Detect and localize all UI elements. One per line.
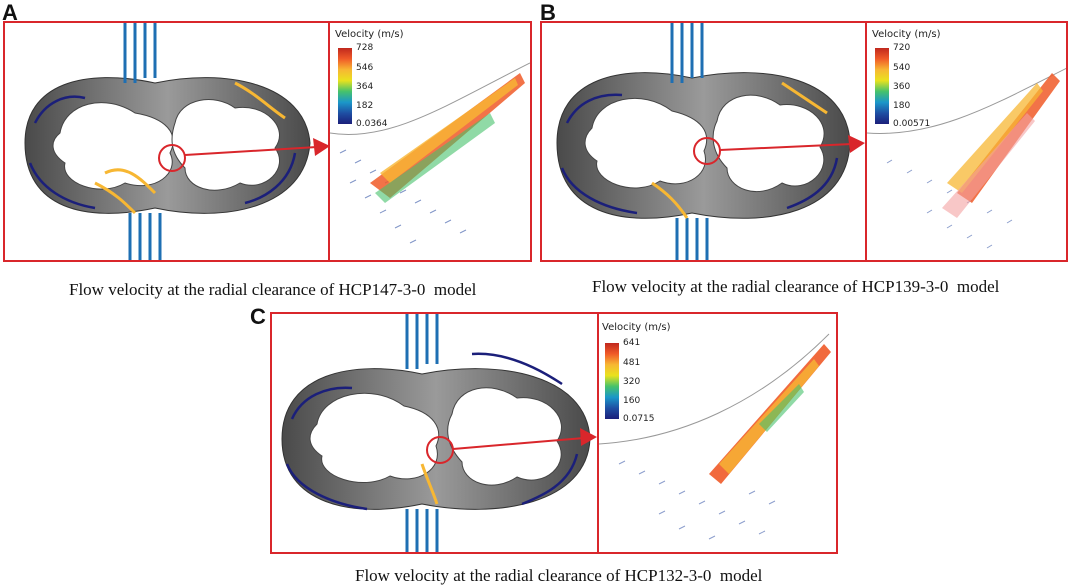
panel-b-colorbar-title: Velocity (m/s) xyxy=(872,29,941,40)
panel-c-pump-illustration xyxy=(281,314,597,552)
panel-c-clearance-zoom xyxy=(599,333,831,540)
right-rotor-cavity xyxy=(712,94,825,192)
inlet-streams xyxy=(123,23,157,83)
panel-c-tick-2: 320 xyxy=(623,377,641,387)
zoom-arrow-head xyxy=(848,135,865,153)
panel-a-pump-illustration xyxy=(24,23,330,260)
hot-streamlines xyxy=(420,463,439,505)
right-rotor-cavity xyxy=(171,99,281,191)
zoom-arrow-head xyxy=(313,138,330,156)
panel-b-colorbar xyxy=(875,48,889,124)
clearance-highlight-circle xyxy=(158,144,186,172)
panel-c-caption: Flow velocity at the radial clearance of… xyxy=(355,566,763,585)
panel-a-tick-2: 364 xyxy=(356,82,374,92)
panel-a-divider xyxy=(328,23,330,260)
panel-a-tick-3: 182 xyxy=(356,101,374,111)
panel-c-tick-3: 160 xyxy=(623,396,641,406)
panel-c-frame: Velocity (m/s) 641 481 320 160 0.0715 xyxy=(270,312,838,554)
panel-b-tick-2: 360 xyxy=(893,82,911,92)
panel-b-tick-0: 720 xyxy=(893,43,911,53)
outlet-streams xyxy=(128,213,162,260)
zoom-arrow-head xyxy=(580,428,597,446)
inlet-streams xyxy=(670,23,704,83)
panel-a-tick-4: 0.0364 xyxy=(356,119,388,129)
panel-a-caption: Flow velocity at the radial clearance of… xyxy=(69,280,477,299)
panel-c-tick-4: 0.0715 xyxy=(623,414,655,424)
cold-streamlines xyxy=(28,95,297,210)
panel-a-colorbar-title: Velocity (m/s) xyxy=(335,29,404,40)
panel-a-colorbar xyxy=(338,48,352,124)
hot-streamlines xyxy=(651,81,828,219)
panel-b-caption: Flow velocity at the radial clearance of… xyxy=(592,277,1000,296)
left-rotor-cavity xyxy=(52,102,174,190)
panel-b-tick-1: 540 xyxy=(893,63,911,73)
left-rotor-cavity xyxy=(584,97,708,189)
outlet-streams xyxy=(675,218,709,260)
hot-streamlines xyxy=(94,81,286,215)
panel-c-tick-0: 641 xyxy=(623,338,641,348)
zoom-arrow xyxy=(452,437,585,450)
zoom-arrow xyxy=(719,143,853,151)
panel-b-clearance-zoom xyxy=(867,67,1066,249)
panel-b-tick-3: 180 xyxy=(893,101,911,111)
panel-a-frame: Velocity (m/s) 728 546 364 182 0.0364 xyxy=(3,21,532,262)
zoom-arrow xyxy=(184,146,318,156)
outlet-streams xyxy=(405,509,439,552)
panel-letter-b: B xyxy=(540,0,556,25)
panel-b-frame: Velocity (m/s) 720 540 360 180 0.00571 xyxy=(540,21,1068,262)
panel-c-tick-1: 481 xyxy=(623,358,641,368)
panel-c-divider xyxy=(597,314,599,552)
clearance-highlight-circle xyxy=(693,137,721,165)
panel-b-pump-illustration xyxy=(556,23,865,260)
panel-b-divider xyxy=(865,23,867,260)
panel-letter-a: A xyxy=(2,0,18,25)
left-rotor-cavity xyxy=(309,392,440,484)
right-rotor-cavity xyxy=(447,387,562,486)
cold-streamlines xyxy=(285,352,579,511)
panel-c-colorbar xyxy=(605,343,619,419)
inlet-streams xyxy=(405,314,439,369)
clearance-highlight-circle xyxy=(426,436,454,464)
cold-streamlines xyxy=(560,93,839,215)
panel-a-clearance-zoom xyxy=(330,62,530,244)
panel-letter-c: C xyxy=(250,304,266,329)
panel-a-tick-1: 546 xyxy=(356,63,374,73)
panel-a-tick-0: 728 xyxy=(356,43,374,53)
panel-c-colorbar-title: Velocity (m/s) xyxy=(602,322,671,333)
panel-b-tick-4: 0.00571 xyxy=(893,119,931,129)
